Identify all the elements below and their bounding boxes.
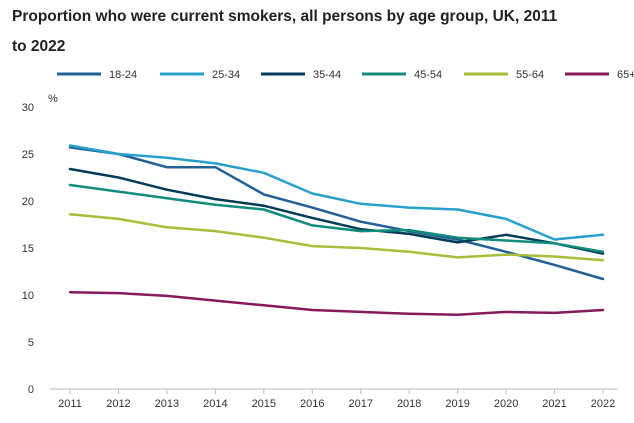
x-tick-label: 2022 xyxy=(591,398,615,410)
series-line-55-64 xyxy=(68,212,605,262)
y-tick-label: 10 xyxy=(22,290,34,302)
x-tick-label: 2016 xyxy=(300,398,324,410)
series-line-35-44 xyxy=(68,167,605,255)
series-line-65+ xyxy=(68,290,605,316)
y-tick-label: 25 xyxy=(22,149,34,161)
legend-label: 45-54 xyxy=(414,69,442,81)
x-tick-label: 2014 xyxy=(203,398,227,410)
legend-label: 35-44 xyxy=(313,69,341,81)
legend-label: 18-24 xyxy=(109,69,137,81)
y-axis: 0 5 10 15 20 25 30 xyxy=(22,102,34,396)
legend: 18-24 25-34 35-44 45-54 55-64 65+ xyxy=(57,69,634,81)
legend-label: 65+ xyxy=(617,69,634,81)
x-tick-label: 2015 xyxy=(252,398,276,410)
y-axis-label: % xyxy=(48,93,58,105)
x-tick-label: 2017 xyxy=(348,398,372,410)
legend-label: 55-64 xyxy=(516,69,544,81)
y-tick-label: 30 xyxy=(22,102,34,114)
series-line-18-24 xyxy=(68,146,605,281)
plot-area xyxy=(68,144,605,316)
x-tick-label: 2012 xyxy=(106,398,130,410)
series-line-45-54 xyxy=(68,183,605,254)
x-tick-label: 2019 xyxy=(445,398,469,410)
y-tick-label: 0 xyxy=(28,384,34,396)
y-tick-label: 20 xyxy=(22,196,34,208)
x-tick-label: 2011 xyxy=(58,398,82,410)
legend-label: 25-34 xyxy=(212,69,240,81)
y-tick-label: 15 xyxy=(22,243,34,255)
chart-title: Proportion who were current smokers, all… xyxy=(12,8,558,55)
x-tick-label: 2018 xyxy=(397,398,421,410)
y-tick-label: 5 xyxy=(28,337,34,349)
x-tick-label: 2020 xyxy=(494,398,518,410)
x-tick-label: 2021 xyxy=(542,398,566,410)
x-axis: 2011 2012 2013 2014 2015 2016 2017 2018 2019 2020… xyxy=(50,388,618,410)
x-tick-label: 2013 xyxy=(155,398,179,410)
series-line-25-34 xyxy=(68,144,605,241)
